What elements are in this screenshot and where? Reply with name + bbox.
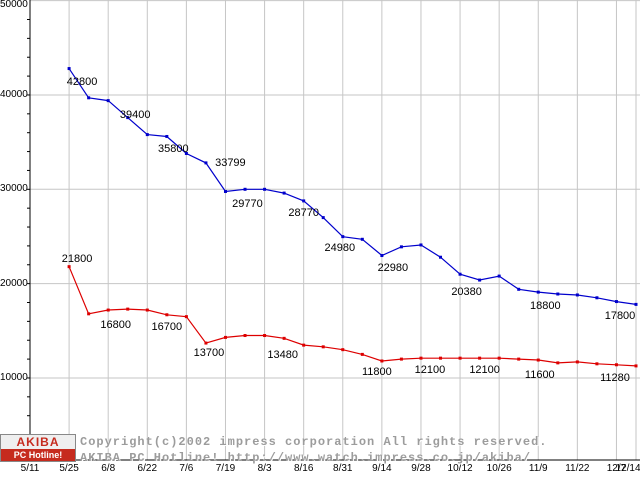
data-point-price-high bbox=[634, 302, 638, 306]
data-point-price-low bbox=[575, 360, 579, 364]
data-point-price-high bbox=[106, 99, 110, 103]
data-point-price-high bbox=[575, 293, 579, 297]
data-point-price-low bbox=[478, 356, 482, 360]
data-point-price-low bbox=[536, 358, 540, 362]
data-point-price-high bbox=[204, 161, 208, 165]
data-point-price-high bbox=[458, 272, 462, 276]
data-point-price-low bbox=[282, 336, 286, 340]
data-point-price-low bbox=[556, 361, 560, 365]
data-point-price-low bbox=[360, 352, 364, 356]
data-point-price-high bbox=[126, 116, 130, 120]
data-point-price-high bbox=[595, 296, 599, 300]
data-point-price-low bbox=[243, 334, 247, 338]
data-point-price-high bbox=[399, 245, 403, 249]
data-point-price-high bbox=[184, 151, 188, 155]
akiba-pc-hotline-logo: AKIBA PC Hotline! bbox=[0, 434, 76, 462]
data-point-price-high bbox=[321, 216, 325, 220]
data-point-price-high bbox=[145, 133, 149, 137]
akiba-logo-title: AKIBA bbox=[1, 435, 75, 449]
data-point-price-low bbox=[595, 362, 599, 366]
data-point-price-low bbox=[497, 356, 501, 360]
data-point-price-high bbox=[223, 189, 227, 193]
series-line-price-high bbox=[68, 68, 637, 305]
data-point-price-high bbox=[282, 191, 286, 195]
watermark-site-url: AKIBA PC Hotline! http://www.watch.impre… bbox=[80, 451, 532, 465]
data-point-price-low bbox=[126, 307, 130, 311]
data-point-price-low bbox=[439, 356, 443, 360]
data-point-price-low bbox=[145, 308, 149, 312]
data-point-price-high bbox=[341, 235, 345, 239]
data-point-price-high bbox=[497, 274, 501, 278]
data-point-price-high bbox=[517, 287, 521, 291]
data-point-price-high bbox=[360, 237, 364, 241]
data-point-price-low bbox=[458, 356, 462, 360]
data-point-price-low bbox=[634, 364, 638, 368]
data-point-price-low bbox=[87, 312, 91, 316]
data-point-price-low bbox=[341, 348, 345, 352]
data-point-price-high bbox=[243, 187, 247, 191]
data-point-price-low bbox=[419, 356, 423, 360]
data-point-price-high bbox=[165, 134, 169, 138]
data-point-price-low bbox=[517, 357, 521, 361]
watermark: Copyright(c)2002 impress corporation All… bbox=[80, 434, 547, 466]
data-point-price-low bbox=[223, 335, 227, 339]
data-point-price-high bbox=[380, 254, 384, 258]
data-point-price-low bbox=[380, 359, 384, 363]
data-point-price-low bbox=[106, 308, 110, 312]
data-point-price-low bbox=[399, 357, 403, 361]
data-point-price-high bbox=[439, 255, 443, 259]
data-point-price-low bbox=[302, 343, 306, 347]
data-point-price-high bbox=[536, 290, 540, 294]
akiba-logo-subtitle: PC Hotline! bbox=[1, 449, 75, 461]
data-point-price-high bbox=[263, 187, 267, 191]
data-point-price-low bbox=[263, 334, 267, 338]
data-point-price-high bbox=[478, 278, 482, 282]
data-point-price-high bbox=[614, 300, 618, 304]
data-point-price-high bbox=[556, 292, 560, 296]
data-point-price-low bbox=[67, 265, 71, 269]
data-point-price-low bbox=[184, 315, 188, 319]
data-point-price-low bbox=[204, 341, 208, 345]
data-point-price-low bbox=[614, 363, 618, 367]
watermark-copyright: Copyright(c)2002 impress corporation All… bbox=[80, 435, 548, 449]
data-point-price-high bbox=[67, 67, 71, 71]
data-point-price-high bbox=[87, 96, 91, 100]
data-point-price-high bbox=[419, 243, 423, 247]
data-point-price-low bbox=[165, 313, 169, 317]
data-point-price-high bbox=[302, 199, 306, 203]
series-line-price-low bbox=[68, 266, 637, 367]
data-point-price-low bbox=[321, 345, 325, 349]
